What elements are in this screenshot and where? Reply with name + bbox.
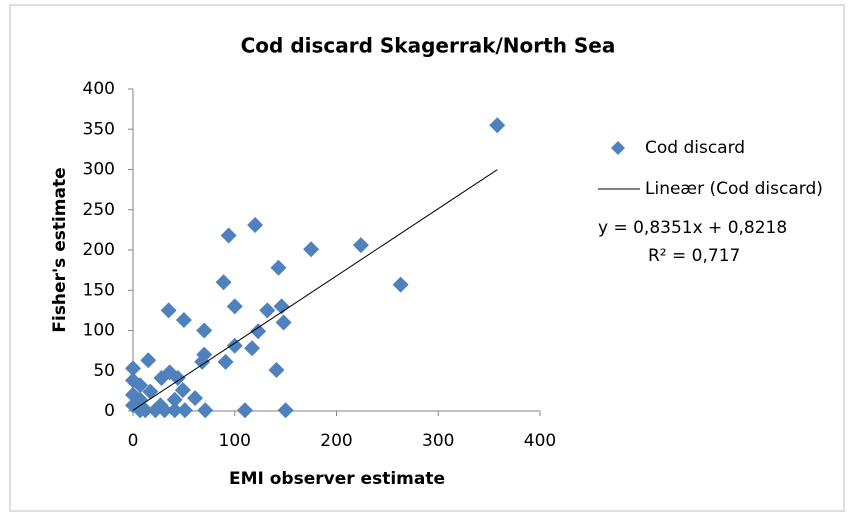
legend-marker bbox=[611, 141, 625, 155]
point bbox=[489, 117, 506, 134]
x-tick-label: 300 bbox=[422, 431, 454, 451]
y-tick-label: 100 bbox=[83, 321, 115, 341]
point bbox=[169, 369, 186, 386]
x-tick-label: 200 bbox=[320, 431, 352, 451]
point bbox=[156, 402, 173, 419]
point bbox=[132, 402, 149, 419]
x-tick-label: 0 bbox=[128, 431, 139, 451]
point bbox=[273, 298, 290, 315]
point bbox=[352, 237, 369, 254]
point bbox=[187, 390, 204, 407]
point bbox=[259, 302, 276, 319]
point bbox=[247, 217, 264, 234]
point bbox=[174, 382, 191, 399]
x-tick-label: 100 bbox=[219, 431, 251, 451]
point bbox=[196, 322, 213, 339]
x-axis-title: EMI observer estimate bbox=[229, 469, 445, 489]
point bbox=[277, 402, 294, 419]
point bbox=[166, 391, 183, 408]
point bbox=[147, 402, 164, 419]
x-tick-label: 400 bbox=[524, 431, 556, 451]
trendline bbox=[132, 169, 498, 411]
point bbox=[153, 369, 170, 386]
y-tick-label: 250 bbox=[83, 200, 115, 220]
legend-label: Lineær (Cod discard) bbox=[645, 179, 823, 199]
point bbox=[197, 402, 214, 419]
point bbox=[268, 361, 285, 378]
point bbox=[392, 276, 409, 293]
point bbox=[125, 372, 141, 389]
point bbox=[226, 298, 243, 315]
point bbox=[220, 227, 237, 244]
point bbox=[194, 353, 211, 370]
y-tick-label: 50 bbox=[93, 361, 115, 381]
trendline-equation: y = 0,8351x + 0,8218 bbox=[598, 218, 787, 238]
legend-label: Cod discard bbox=[645, 138, 745, 158]
point bbox=[275, 314, 292, 331]
point bbox=[244, 340, 261, 357]
y-tick-label: 300 bbox=[83, 160, 115, 180]
point bbox=[175, 312, 192, 329]
chart-border bbox=[9, 4, 845, 512]
point bbox=[250, 323, 267, 340]
y-tick-label: 350 bbox=[83, 119, 115, 139]
y-axis-title: Fisher's estimate bbox=[50, 167, 70, 332]
point bbox=[236, 402, 253, 419]
point bbox=[303, 241, 320, 258]
y-tick-label: 200 bbox=[83, 240, 115, 260]
point bbox=[140, 352, 157, 369]
point bbox=[270, 259, 287, 276]
point bbox=[125, 360, 141, 377]
y-tick-label: 150 bbox=[83, 280, 115, 300]
point bbox=[160, 302, 177, 319]
y-tick-label: 400 bbox=[83, 79, 115, 99]
y-tick-label: 0 bbox=[104, 401, 115, 421]
point bbox=[215, 274, 232, 291]
point bbox=[166, 402, 183, 419]
trendline-r-squared: R² = 0,717 bbox=[648, 246, 740, 266]
point bbox=[176, 402, 193, 419]
chart-title: Cod discard Skagerrak/North Sea bbox=[241, 34, 616, 58]
point bbox=[226, 337, 243, 354]
point bbox=[217, 353, 234, 370]
